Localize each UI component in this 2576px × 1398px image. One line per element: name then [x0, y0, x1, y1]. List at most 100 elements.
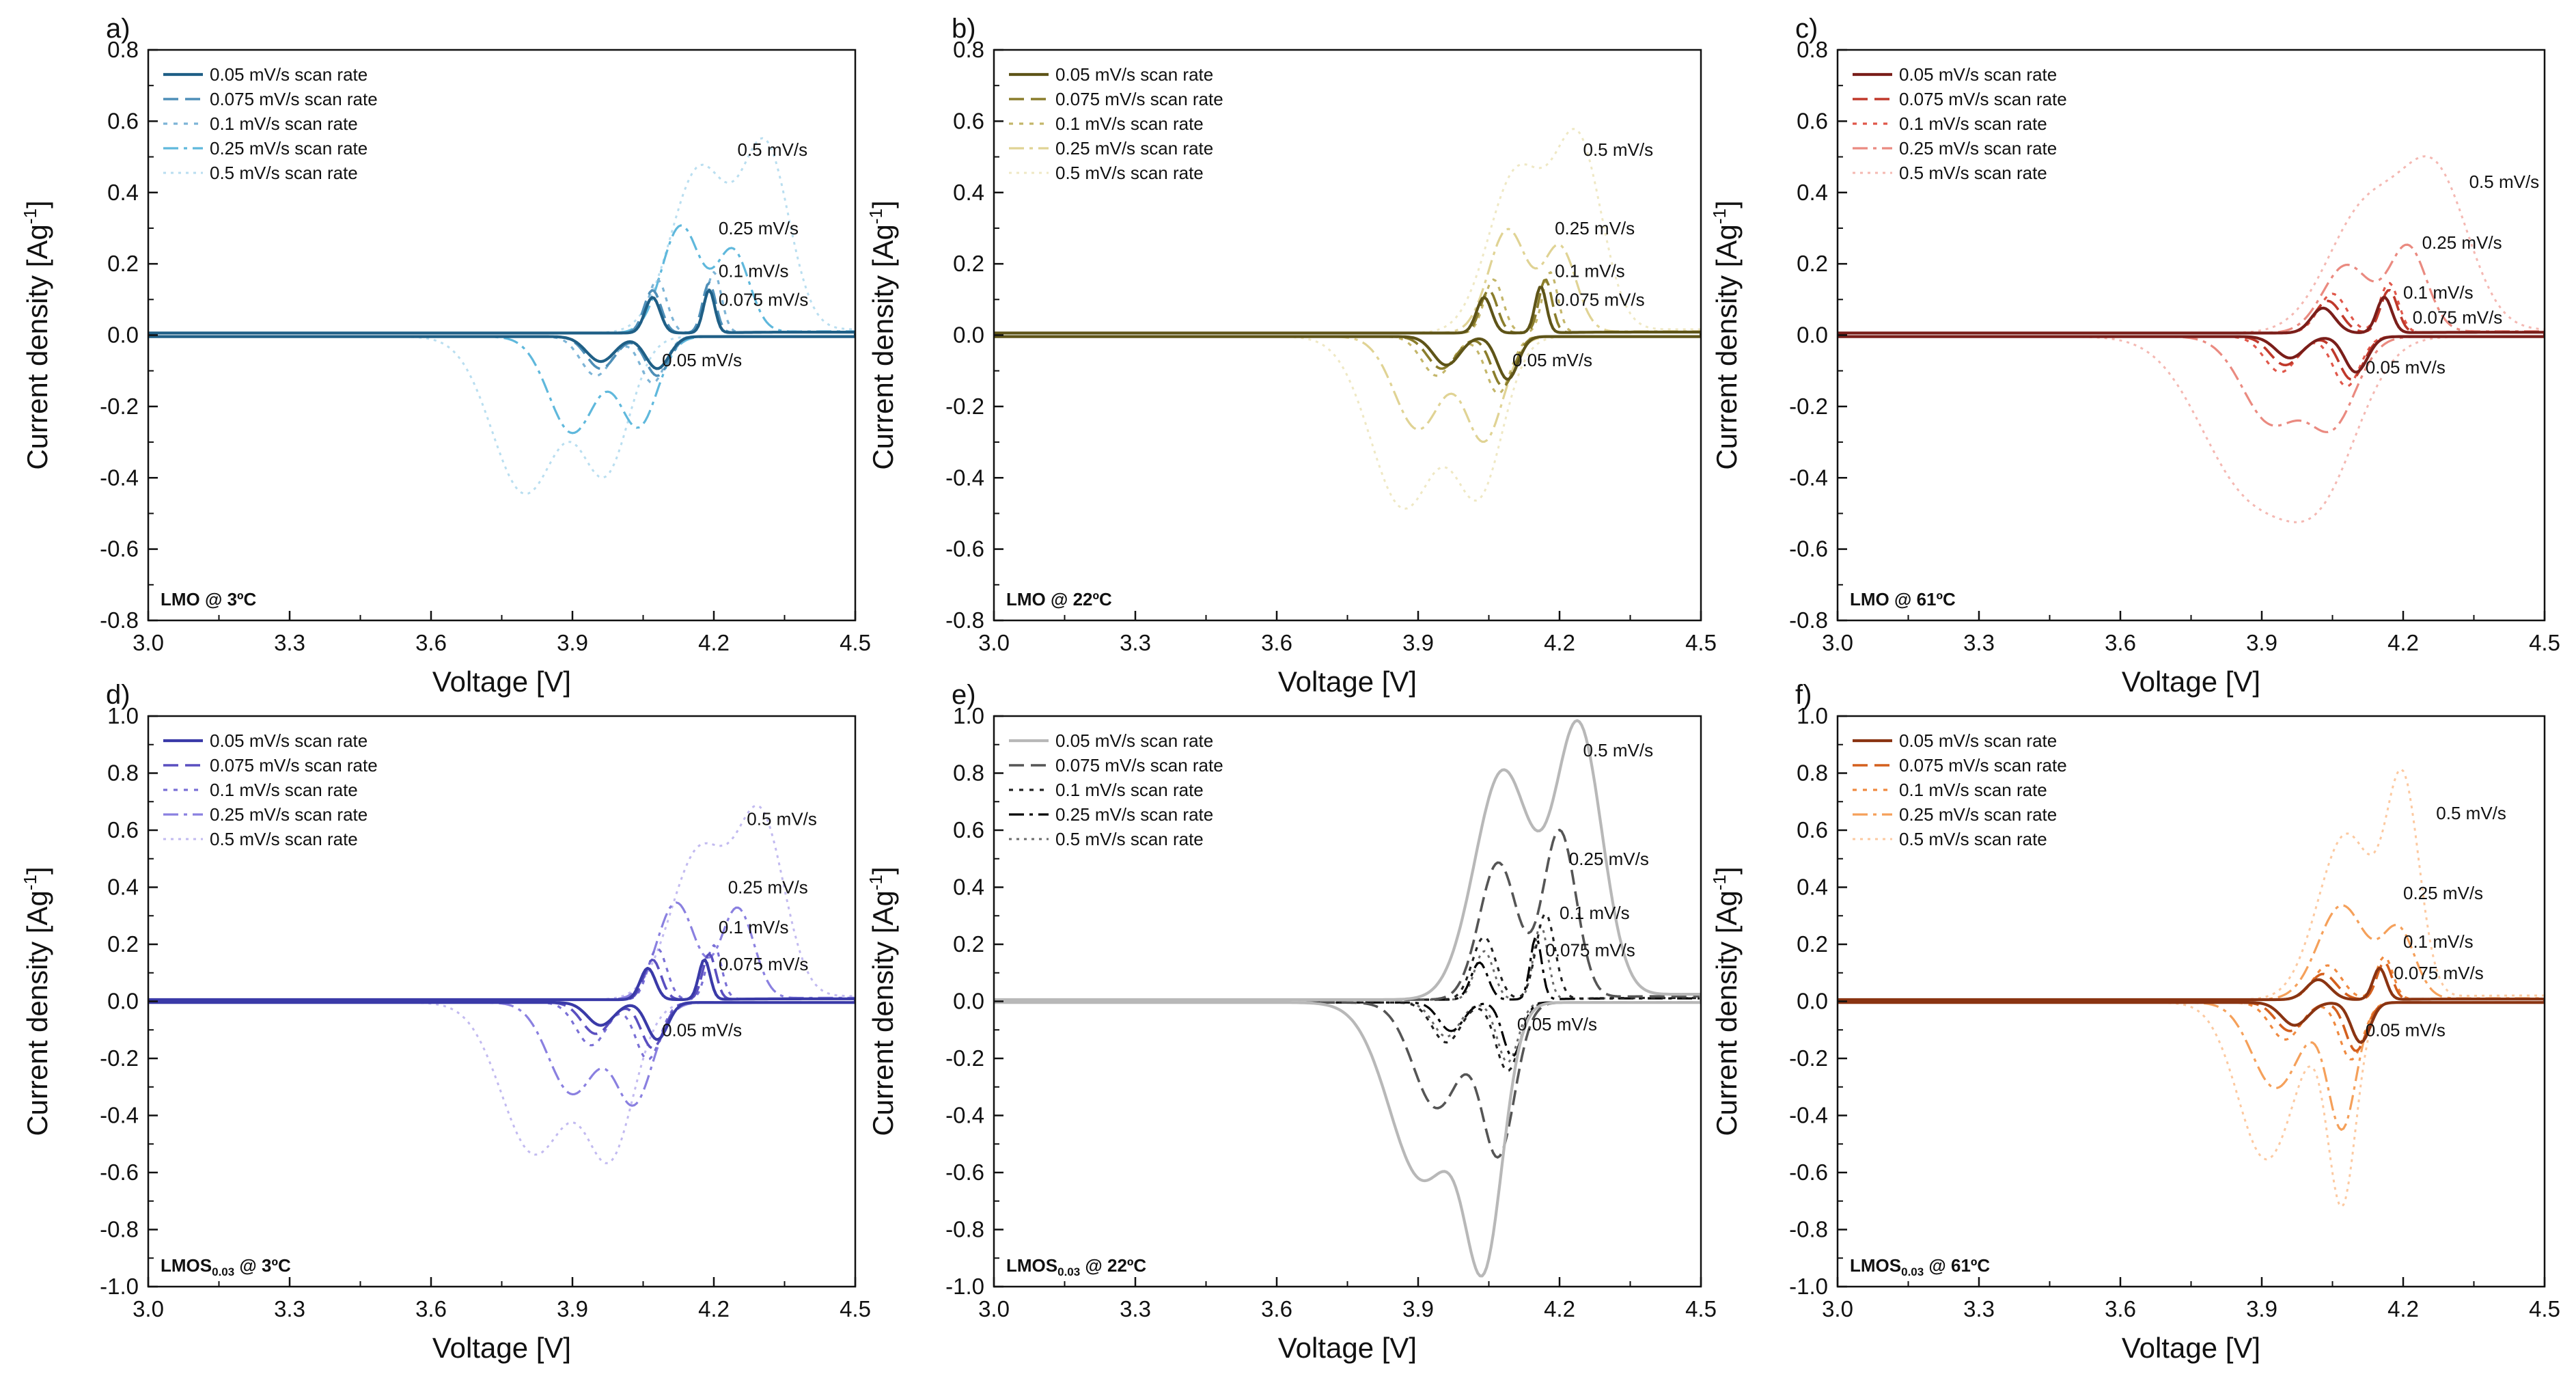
rate-annotation: 0.25 mV/s — [728, 877, 808, 898]
curves — [1838, 155, 2545, 523]
rate-annotation: 0.25 mV/s — [2403, 883, 2483, 903]
y-tick-label: 1.0 — [107, 703, 139, 728]
x-tick-label: 4.2 — [1544, 1296, 1575, 1321]
y-tick-label: 0.6 — [1797, 817, 1828, 842]
y-tick-label: 0.0 — [1797, 989, 1828, 1014]
y-tick-label: -0.8 — [100, 607, 139, 633]
y-tick-label: 0.6 — [107, 108, 139, 133]
y-axis-title: Current density [Ag-1] — [865, 866, 899, 1136]
x-tick-label: 3.3 — [1963, 1296, 1995, 1321]
x-tick-label: 4.2 — [1544, 630, 1575, 655]
x-tick-label: 4.2 — [2387, 630, 2419, 655]
legend-label: 0.05 mV/s scan rate — [1055, 64, 1213, 85]
legend-label: 0.25 mV/s scan rate — [210, 804, 368, 825]
panel-e: e) 3.0 3.3 3.6 3.9 4.2 4.5 -1.0 -0.8 -0.6 -0.4 -0.2… — [865, 680, 1717, 1364]
x-tick-label: 4.5 — [2529, 630, 2560, 655]
x-tick-label: 3.3 — [1963, 630, 1995, 655]
condition-label: LMOS0.03 @ 22ºC — [1006, 1255, 1146, 1278]
rate-annotation: 0.05 mV/s — [1512, 350, 1592, 370]
rate-annotation: 0.25 mV/s — [1569, 849, 1649, 869]
y-tick-label: 0.0 — [107, 323, 139, 348]
panel-c: c) 3.0 3.3 3.6 3.9 4.2 4.5 -0.8 -0.6 -0.4 -0.2 0.0 0… — [1709, 14, 2560, 698]
rate-annotation: 0.5 mV/s — [1583, 139, 1654, 160]
panel-letter: f) — [1795, 680, 1812, 710]
rate-annotation: 0.25 mV/s — [719, 218, 799, 238]
x-tick-label: 3.9 — [2246, 630, 2277, 655]
x-axis-title: Voltage [V] — [2122, 666, 2260, 698]
y-tick-label: 0.2 — [1797, 931, 1828, 957]
curves — [994, 719, 1701, 1278]
y-tick-label: 0.6 — [1797, 108, 1828, 133]
y-tick-label: -0.8 — [1789, 607, 1828, 633]
panel-letter: c) — [1795, 14, 1818, 44]
cv-curve-0.5-mvs — [1838, 155, 2545, 523]
x-tick-label: 4.2 — [698, 1296, 730, 1321]
panel-letter: a) — [106, 14, 130, 44]
legend: 0.05 mV/s scan rate 0.075 mV/s scan rate 0… — [1853, 730, 2067, 849]
legend-label: 0.05 mV/s scan rate — [1899, 64, 2057, 85]
legend-label: 0.5 mV/s scan rate — [1055, 163, 1204, 183]
y-tick-label: 0.8 — [107, 760, 139, 786]
x-tick-label: 4.5 — [2529, 1296, 2560, 1321]
curves — [148, 137, 855, 495]
rate-annotation: 0.075 mV/s — [2413, 307, 2503, 327]
cv-curve-0.05-mvs — [1838, 967, 2545, 1044]
y-tick-label: 0.4 — [107, 180, 139, 205]
y-tick-label: 0.0 — [107, 989, 139, 1014]
rate-annotation: 0.05 mV/s — [2366, 357, 2446, 377]
y-tick-label: -0.2 — [100, 1045, 139, 1071]
rate-annotation: 0.1 mV/s — [1560, 903, 1630, 923]
x-tick-label: 3.0 — [133, 1296, 164, 1321]
rate-annotation: 0.1 mV/s — [719, 261, 789, 282]
legend: 0.05 mV/s scan rate 0.075 mV/s scan rate 0… — [163, 64, 378, 183]
x-tick-label: 4.5 — [1685, 630, 1717, 655]
legend-label: 0.1 mV/s scan rate — [1899, 113, 2047, 134]
x-tick-label: 3.0 — [1822, 1296, 1853, 1321]
legend-label: 0.1 mV/s scan rate — [210, 113, 358, 134]
x-axis-title: Voltage [V] — [2122, 1332, 2260, 1364]
legend-label: 0.05 mV/s scan rate — [210, 730, 368, 751]
legend-label: 0.25 mV/s scan rate — [1055, 804, 1213, 825]
legend-label: 0.05 mV/s scan rate — [1899, 730, 2057, 751]
y-tick-label: -0.4 — [1789, 465, 1828, 490]
condition-label: LMOS0.03 @ 3ºC — [161, 1255, 291, 1278]
condition-label: LMO @ 61ºC — [1850, 589, 1956, 609]
legend-label: 0.25 mV/s scan rate — [210, 138, 368, 159]
rate-annotation: 0.05 mV/s — [1517, 1014, 1597, 1034]
y-tick-label: 0.0 — [953, 989, 984, 1014]
rate-annotation: 0.075 mV/s — [1545, 940, 1635, 960]
y-tick-label: -0.4 — [945, 1103, 984, 1128]
panel-b: b) 3.0 3.3 3.6 3.9 4.2 4.5 -0.8 -0.6 -0.4 -0.2 0.0 0… — [865, 14, 1717, 698]
y-tick-label: 0.4 — [107, 875, 139, 900]
y-tick-label: -0.8 — [1789, 1217, 1828, 1242]
y-tick-label: 0.4 — [1797, 875, 1828, 900]
rate-annotation: 0.1 mV/s — [719, 917, 789, 937]
legend-label: 0.1 mV/s scan rate — [210, 780, 358, 800]
legend: 0.05 mV/s scan rate 0.075 mV/s scan rate 0… — [1009, 730, 1223, 849]
legend-label: 0.1 mV/s scan rate — [1899, 780, 2047, 800]
x-tick-label: 3.3 — [1120, 1296, 1151, 1321]
y-tick-label: 0.8 — [953, 37, 984, 62]
x-axis-title: Voltage [V] — [432, 666, 571, 698]
y-tick-label: -0.4 — [100, 1103, 139, 1128]
rate-annotation: 0.5 mV/s — [738, 139, 808, 160]
y-axis-title: Current density [Ag-1] — [20, 200, 53, 469]
legend-label: 0.5 mV/s scan rate — [210, 829, 358, 849]
x-tick-label: 4.2 — [2387, 1296, 2419, 1321]
y-tick-label: 0.2 — [1797, 251, 1828, 276]
rate-annotation: 0.075 mV/s — [1555, 289, 1645, 310]
y-tick-label: 0.4 — [953, 875, 984, 900]
y-tick-label: -0.8 — [945, 607, 984, 633]
y-tick-label: 1.0 — [953, 703, 984, 728]
x-axis-title: Voltage [V] — [1278, 1332, 1417, 1364]
x-tick-label: 3.0 — [133, 630, 164, 655]
y-tick-label: -0.6 — [100, 536, 139, 562]
cv-curve-0.5-mvs — [148, 137, 855, 495]
condition-label: LMO @ 22ºC — [1006, 589, 1112, 609]
y-tick-label: -1.0 — [945, 1274, 984, 1299]
rate-annotation: 0.05 mV/s — [2366, 1019, 2446, 1040]
y-tick-label: 0.6 — [953, 817, 984, 842]
y-tick-label: 0.8 — [107, 37, 139, 62]
panel-letter: b) — [952, 14, 976, 44]
legend-label: 0.5 mV/s scan rate — [1899, 163, 2047, 183]
